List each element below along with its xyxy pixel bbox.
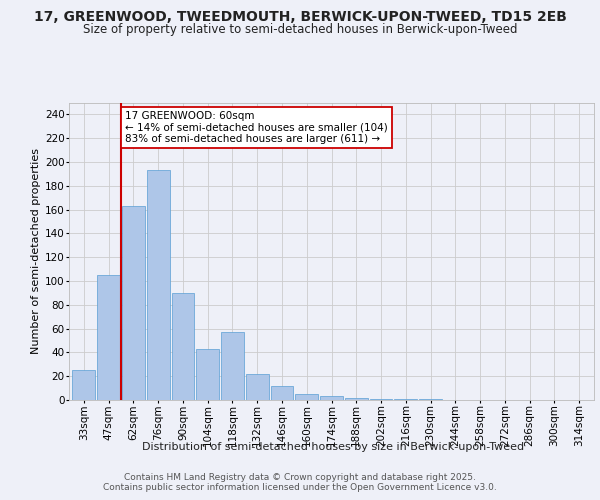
Bar bbox=[97, 275, 120, 400]
Bar bbox=[172, 293, 194, 400]
Bar bbox=[345, 398, 368, 400]
Bar bbox=[419, 399, 442, 400]
Bar bbox=[221, 332, 244, 400]
Bar bbox=[370, 399, 392, 400]
Text: 17 GREENWOOD: 60sqm
← 14% of semi-detached houses are smaller (104)
83% of semi-: 17 GREENWOOD: 60sqm ← 14% of semi-detach… bbox=[125, 111, 388, 144]
Bar bbox=[122, 206, 145, 400]
Bar bbox=[147, 170, 170, 400]
Bar bbox=[246, 374, 269, 400]
Bar bbox=[73, 370, 95, 400]
Y-axis label: Number of semi-detached properties: Number of semi-detached properties bbox=[31, 148, 41, 354]
Text: Size of property relative to semi-detached houses in Berwick-upon-Tweed: Size of property relative to semi-detach… bbox=[83, 22, 517, 36]
Bar bbox=[320, 396, 343, 400]
Bar bbox=[394, 399, 417, 400]
Text: 17, GREENWOOD, TWEEDMOUTH, BERWICK-UPON-TWEED, TD15 2EB: 17, GREENWOOD, TWEEDMOUTH, BERWICK-UPON-… bbox=[34, 10, 566, 24]
Text: Contains HM Land Registry data © Crown copyright and database right 2025.: Contains HM Land Registry data © Crown c… bbox=[124, 472, 476, 482]
Bar bbox=[295, 394, 318, 400]
Text: Distribution of semi-detached houses by size in Berwick-upon-Tweed: Distribution of semi-detached houses by … bbox=[142, 442, 524, 452]
Bar bbox=[271, 386, 293, 400]
Bar bbox=[196, 349, 219, 400]
Text: Contains public sector information licensed under the Open Government Licence v3: Contains public sector information licen… bbox=[103, 484, 497, 492]
